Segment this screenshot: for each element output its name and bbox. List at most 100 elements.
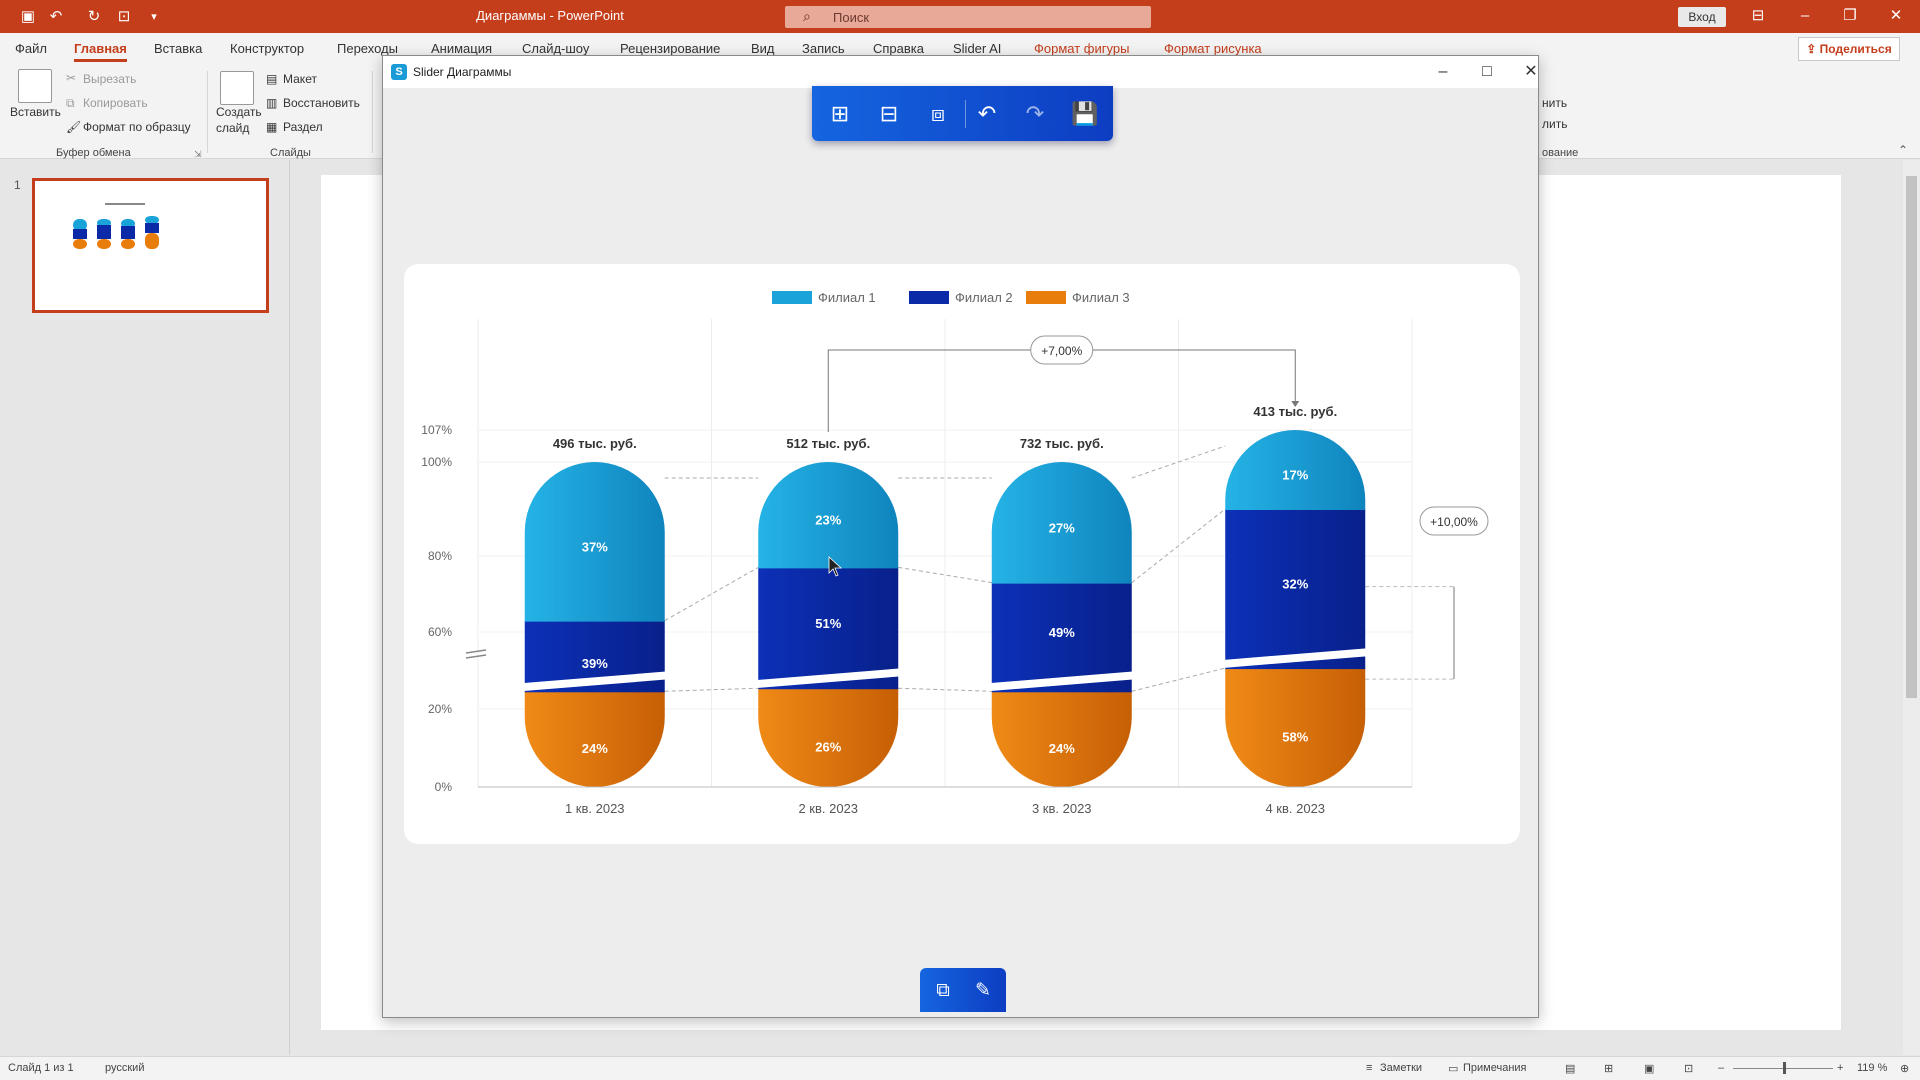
vertical-scrollbar[interactable] — [1903, 160, 1920, 1055]
format-painter-button[interactable]: Формат по образцу — [83, 120, 191, 134]
stacked-bar-chart[interactable]: Филиал 1 Филиал 2 Филиал 3 24% 39% 37% 496 ты… — [404, 264, 1520, 844]
normal-view-icon[interactable]: ▤ — [1565, 1063, 1576, 1075]
zoom-level[interactable]: 119 % — [1857, 1062, 1888, 1074]
zoom-slider-handle[interactable] — [1783, 1062, 1786, 1074]
x-tick-label: 1 кв. 2023 — [565, 801, 625, 816]
fit-to-window-icon[interactable]: ⊕ — [1900, 1063, 1910, 1075]
brush-icon[interactable]: ✎ — [975, 980, 991, 1001]
tab-picture-format[interactable]: Формат рисунка — [1164, 41, 1262, 56]
present-icon[interactable]: ⊡ — [117, 8, 131, 25]
bar-break-stripe — [754, 668, 903, 689]
slider-app-icon: S — [391, 64, 407, 80]
restore-icon[interactable]: ❐ — [1843, 7, 1857, 24]
copy-button[interactable]: Копировать — [83, 96, 148, 110]
tab-slideshow[interactable]: Слайд-шоу — [522, 41, 590, 56]
new-slide-button-line1[interactable]: Создать — [216, 105, 262, 119]
cut-button[interactable]: Вырезать — [83, 72, 137, 86]
tab-record[interactable]: Запись — [802, 41, 845, 56]
save-icon[interactable]: 💾 — [1071, 101, 1099, 126]
undo-icon[interactable]: ↶ — [977, 101, 997, 126]
tab-shape-format[interactable]: Формат фигуры — [1034, 41, 1130, 56]
comments-button[interactable]: Примечания — [1463, 1062, 1527, 1074]
login-button[interactable]: Вход — [1678, 7, 1726, 27]
layout-settings-icon[interactable]: ⧈ — [931, 101, 945, 126]
data-label-filial-3: 24% — [582, 741, 608, 756]
undo-icon[interactable]: ↶ — [49, 8, 63, 25]
dialog-title: Slider Диаграммы — [413, 65, 512, 79]
y-tick-label: 20% — [428, 702, 452, 716]
slide-sorter-icon[interactable]: ⊞ — [1604, 1063, 1614, 1075]
layout-button[interactable]: Макет — [283, 72, 317, 86]
tab-view[interactable]: Вид — [751, 41, 775, 56]
slide-thumbnail[interactable] — [32, 178, 269, 313]
y-tick-label: 100% — [421, 455, 452, 469]
redo-icon[interactable]: ↷ — [1025, 101, 1045, 126]
toolbar-separator — [965, 100, 966, 128]
tab-slider-ai[interactable]: Slider AI — [953, 41, 1002, 56]
dialog-close-icon[interactable]: ✕ — [1524, 63, 1538, 80]
thumb-bar-3 — [121, 219, 135, 249]
tab-design[interactable]: Конструктор — [230, 41, 305, 56]
bar-segment-filial-1 — [1225, 430, 1366, 510]
ribbon-tabs: Файл Главная Вставка Конструктор Переход… — [0, 33, 1920, 63]
search-input[interactable]: ⌕ Поиск — [785, 6, 1151, 28]
minimize-icon[interactable]: – — [1800, 7, 1810, 24]
annotation-pill — [1419, 506, 1489, 536]
data-label-filial-1: 27% — [1049, 520, 1075, 535]
paste-icon[interactable] — [18, 69, 52, 103]
ribbon-partial-2[interactable]: лить — [1542, 117, 1568, 131]
new-slide-button-line2[interactable]: слайд — [216, 121, 250, 135]
redo-icon[interactable]: ↻ — [87, 8, 101, 25]
data-label-filial-3: 58% — [1282, 730, 1308, 745]
scrollbar-thumb[interactable] — [1906, 176, 1917, 698]
collapse-ribbon-icon[interactable]: ⌃ — [1898, 143, 1909, 157]
thumb-legend — [105, 203, 145, 205]
reading-view-icon[interactable]: ▣ — [1644, 1063, 1655, 1075]
bar-group — [520, 462, 669, 787]
slider-charts-dialog: S Slider Диаграммы – □ ✕ ⊞ ⊟ ⧈ ↶ ↷ 💾 Фил… — [382, 55, 1539, 1018]
section-button[interactable]: Раздел — [283, 120, 323, 134]
ribbon-separator — [207, 71, 208, 153]
tab-insert[interactable]: Вставка — [154, 41, 203, 56]
tab-home[interactable]: Главная — [74, 41, 127, 62]
title-bar: ▣ ↶ ↻ ⊡ ▾ Диаграммы - PowerPoint ⌕ Поиск… — [0, 0, 1920, 33]
reset-icon: ▥ — [266, 96, 278, 110]
tab-review[interactable]: Рецензирование — [620, 41, 721, 56]
edit-data-icon[interactable]: ⧉ — [936, 980, 950, 1001]
share-label: Поделиться — [1819, 42, 1892, 56]
connector-line — [1131, 445, 1226, 479]
y-tick-label: 80% — [428, 549, 452, 563]
copy-icon: ⧉ — [66, 96, 75, 110]
zoom-out-icon[interactable]: – — [1718, 1062, 1725, 1074]
bar-total-label: 512 тыс. руб. — [786, 436, 870, 451]
bar-segment-filial-1 — [991, 462, 1132, 584]
cut-icon: ✂ — [66, 71, 77, 85]
share-button[interactable]: ⇪ Поделиться — [1798, 37, 1900, 61]
close-icon[interactable]: ✕ — [1889, 7, 1903, 24]
paste-button[interactable]: Вставить — [10, 105, 61, 119]
save-icon[interactable]: ▣ — [20, 8, 36, 25]
reset-button[interactable]: Восстановить — [283, 96, 360, 110]
ribbon-partial-1[interactable]: нить — [1542, 96, 1568, 110]
slideshow-view-icon[interactable]: ⊡ — [1684, 1063, 1694, 1075]
layout-remove-icon[interactable]: ⊟ — [879, 101, 899, 126]
slide-counter: Слайд 1 из 1 — [8, 1062, 74, 1074]
ribbon-display-icon[interactable]: ⊟ — [1751, 7, 1765, 24]
dialog-minimize-icon[interactable]: – — [1438, 63, 1448, 80]
mouse-cursor — [828, 556, 843, 577]
tab-help[interactable]: Справка — [873, 41, 924, 56]
zoom-in-icon[interactable]: + — [1837, 1062, 1844, 1074]
new-slide-icon[interactable] — [220, 71, 254, 105]
bar-segment-filial-3 — [758, 688, 899, 787]
dialog-launcher-icon[interactable]: ⇲ — [194, 149, 202, 159]
tab-file[interactable]: Файл — [15, 41, 47, 56]
language-indicator[interactable]: русский — [105, 1062, 145, 1074]
tab-animations[interactable]: Анимация — [431, 41, 493, 56]
tab-transitions[interactable]: Переходы — [337, 41, 398, 56]
x-tick-label: 3 кв. 2023 — [1032, 801, 1092, 816]
customize-icon[interactable]: ▾ — [151, 11, 157, 23]
notes-button[interactable]: Заметки — [1380, 1062, 1423, 1074]
dialog-maximize-icon[interactable]: □ — [1482, 63, 1492, 80]
layout-add-icon[interactable]: ⊞ — [830, 101, 850, 126]
thumb-bar-1 — [73, 219, 87, 249]
